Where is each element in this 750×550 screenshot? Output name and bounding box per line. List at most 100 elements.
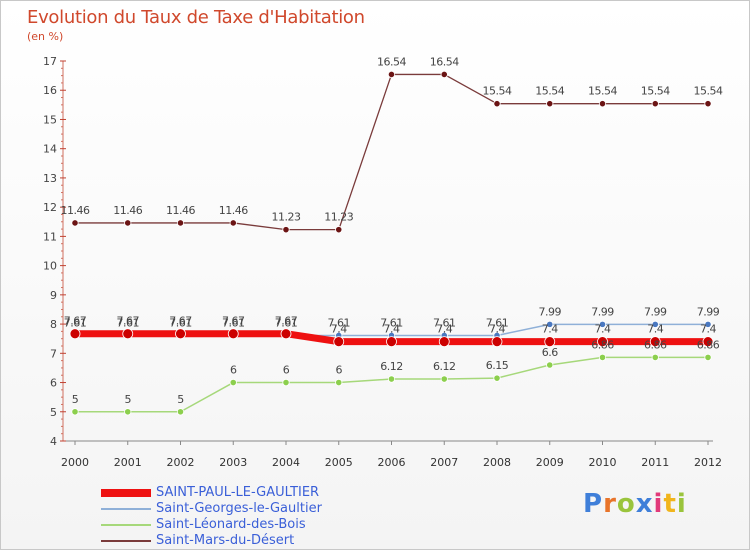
data-label: 7.99 [697, 305, 720, 318]
data-label: 6.86 [591, 338, 614, 351]
data-label: 7.61 [380, 316, 403, 329]
data-point [438, 336, 450, 348]
data-label: 7.67 [222, 315, 245, 328]
logo-letter: o [616, 489, 636, 519]
data-point [702, 336, 714, 348]
data-label: 7.61 [64, 316, 87, 329]
data-point [71, 219, 79, 227]
x-tick-label: 2008 [483, 456, 511, 469]
data-point [598, 320, 607, 328]
y-tick-label: 10 [43, 260, 57, 273]
data-point [649, 336, 661, 348]
data-label: 15.54 [694, 85, 723, 98]
data-point [282, 378, 290, 387]
x-tick-label: 2010 [589, 456, 617, 469]
data-label: 16.54 [430, 55, 459, 68]
x-tick-label: 2005 [325, 456, 353, 469]
x-tick-label: 2012 [694, 456, 722, 469]
data-point [229, 378, 237, 387]
data-point [544, 336, 556, 348]
y-tick-label: 13 [43, 172, 57, 185]
x-tick-label: 2006 [378, 456, 406, 469]
legend-label: Saint-Mars-du-Désert [156, 533, 295, 548]
legend-label: Saint-Léonard-des-Bois [156, 517, 306, 532]
data-point [175, 328, 186, 340]
y-tick-label: 16 [43, 84, 57, 97]
data-point [282, 226, 290, 234]
chart-subtitle: (en %) [27, 30, 64, 43]
y-tick-label: 14 [43, 143, 57, 156]
y-tick-label: 12 [43, 201, 57, 214]
legend-item-saint-georges: Saint-Georges-le-Gaultier [101, 501, 322, 517]
data-point [122, 328, 134, 340]
data-label: 11.46 [113, 204, 142, 217]
data-label: 16.54 [377, 55, 406, 68]
data-label: 7.67 [117, 315, 140, 328]
x-tick-label: 2002 [167, 456, 195, 469]
data-point [440, 375, 448, 383]
data-point [546, 361, 554, 369]
data-label: 5 [125, 393, 132, 406]
data-label: 7.61 [328, 316, 351, 329]
y-tick-label: 4 [50, 435, 57, 448]
data-point [335, 226, 343, 234]
data-point [333, 336, 345, 348]
y-tick-label: 15 [43, 113, 57, 126]
data-point [597, 336, 608, 348]
data-point [69, 328, 81, 340]
x-tick-label: 2003 [219, 456, 247, 469]
data-point [704, 100, 712, 108]
data-label: 7.99 [539, 305, 562, 318]
data-label: 7.4 [384, 323, 400, 336]
data-label: 6.6 [542, 346, 558, 359]
data-point [546, 320, 554, 328]
logo-letter: i [676, 489, 687, 519]
data-point [651, 353, 659, 361]
data-label: 7.61 [169, 316, 192, 329]
data-label: 7.67 [64, 315, 87, 328]
data-label: 7.4 [700, 323, 716, 336]
logo-letter: i [653, 489, 664, 519]
data-label: 7.4 [647, 323, 663, 336]
legend-swatch [101, 540, 151, 542]
data-label: 7.4 [489, 323, 505, 336]
data-label: 7.4 [595, 323, 611, 336]
x-tick-label: 2011 [641, 456, 669, 469]
data-label: 7.61 [117, 316, 140, 329]
x-tick-label: 2004 [272, 456, 300, 469]
data-label: 7.61 [433, 316, 456, 329]
data-label: 6 [230, 364, 237, 377]
logo-letter: r [603, 489, 617, 519]
data-label: 7.67 [169, 315, 192, 328]
data-point [598, 100, 607, 108]
data-point [124, 219, 132, 227]
data-label: 15.54 [641, 85, 670, 98]
data-point [493, 374, 501, 382]
data-label: 6.15 [486, 359, 509, 372]
x-tick-label: 2000 [61, 456, 89, 469]
data-point [491, 336, 503, 348]
data-point [71, 408, 79, 416]
data-label: 15.54 [588, 85, 617, 98]
data-label: 7.61 [222, 316, 245, 329]
data-label: 7.4 [331, 323, 347, 336]
data-label: 11.23 [324, 211, 353, 224]
legend-item-saint-paul: SAINT-PAUL-LE-GAULTIER [101, 485, 322, 501]
data-label: 5 [72, 393, 79, 406]
x-tick-label: 2007 [430, 456, 458, 469]
legend-item-saint-leonard: Saint-Léonard-des-Bois [101, 517, 322, 533]
chart-title: Evolution du Taux de Taxe d'Habitation [27, 7, 365, 28]
data-label: 11.46 [61, 204, 90, 217]
data-point [598, 353, 607, 361]
data-point [651, 320, 659, 328]
y-tick-label: 9 [50, 289, 57, 302]
legend-item-saint-mars: Saint-Mars-du-Désert [101, 533, 322, 549]
x-tick-label: 2009 [536, 456, 564, 469]
y-tick-label: 8 [50, 318, 57, 331]
data-point [651, 100, 659, 108]
data-label: 7.61 [486, 316, 509, 329]
data-label: 6 [283, 364, 290, 377]
legend-label: SAINT-PAUL-LE-GAULTIER [156, 485, 320, 500]
